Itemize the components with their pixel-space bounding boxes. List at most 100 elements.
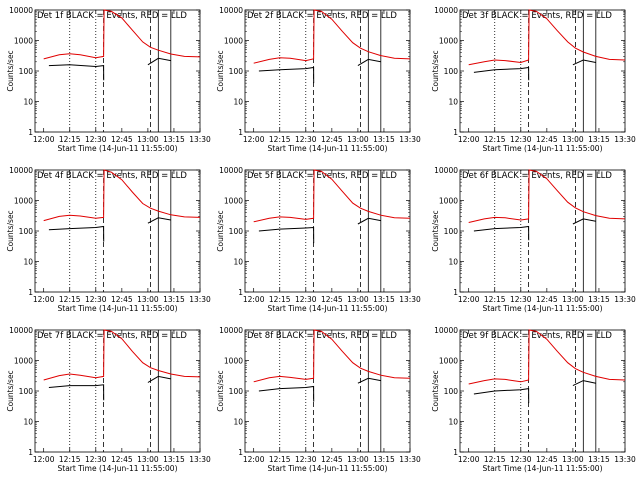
lld-series-line — [43, 329, 201, 381]
y-tick-label: 10 — [448, 418, 458, 427]
y-axis-title: Counts/sec — [431, 210, 440, 251]
y-tick-label: 10 — [448, 258, 458, 267]
x-tick-label: 13:30 — [399, 455, 421, 464]
y-tick-label: 1 — [453, 288, 458, 297]
lld-series-line — [468, 9, 626, 66]
y-tick-label: 1000 — [439, 37, 458, 46]
y-tick-label: 1 — [28, 128, 33, 137]
events-series-line — [48, 375, 171, 401]
x-tick-label: 13:30 — [189, 295, 211, 304]
y-tick-label: 1000 — [439, 357, 458, 366]
x-tick-label: 13:00 — [562, 455, 584, 464]
events-series-line — [473, 380, 596, 404]
x-tick-label: 12:15 — [59, 455, 81, 464]
x-tick-label: 12:30 — [85, 455, 107, 464]
x-tick-label: 12:30 — [85, 295, 107, 304]
y-tick-label: 100 — [19, 387, 34, 396]
x-tick-label: 13:15 — [163, 455, 185, 464]
chart-panel: Det 3f BLACK = Events, RED = LLD 1 10 100 10… — [431, 6, 636, 153]
chart-title: Det 9f BLACK = Events, RED = LLD — [462, 331, 612, 341]
x-tick-label: 13:15 — [163, 295, 185, 304]
x-tick-label: 13:00 — [347, 295, 369, 304]
chart-panel: Det 4f BLACK = Events, RED = LLD 1 10 100 10… — [6, 166, 211, 313]
y-tick-label: 1000 — [14, 357, 33, 366]
x-tick-label: 12:45 — [321, 295, 343, 304]
x-axis-title: Start Time (14-Jun-11 11:55:00) — [58, 144, 178, 153]
y-tick-label: 1 — [238, 448, 243, 457]
chart-title: Det 4f BLACK = Events, RED = LLD — [37, 171, 187, 181]
x-tick-label: 13:15 — [373, 455, 395, 464]
chart-panel: Det 2f BLACK = Events, RED = LLD 1 10 100 10… — [216, 6, 421, 153]
y-tick-label: 1 — [28, 448, 33, 457]
x-axis-title: Start Time (14-Jun-11 11:55:00) — [58, 304, 178, 313]
y-tick-label: 10000 — [219, 326, 243, 335]
plot-frame — [244, 9, 411, 133]
x-tick-label: 12:00 — [458, 135, 480, 144]
x-tick-label: 12:15 — [59, 295, 81, 304]
x-tick-label: 12:15 — [59, 135, 81, 144]
y-axis-title: Counts/sec — [216, 210, 225, 251]
x-axis-title: Start Time (14-Jun-11 11:55:00) — [58, 464, 178, 473]
y-tick-label: 1000 — [224, 197, 243, 206]
x-tick-label: 12:15 — [269, 295, 291, 304]
x-tick-label: 12:00 — [458, 295, 480, 304]
y-tick-label: 10000 — [219, 166, 243, 175]
chart-panel: Det 7f BLACK = Events, RED = LLD 1 10 100 10… — [6, 326, 211, 473]
chart-title: Det 1f BLACK = Events, RED = LLD — [37, 11, 187, 21]
y-tick-label: 10 — [233, 98, 243, 107]
y-tick-label: 10 — [448, 98, 458, 107]
y-axis-title: Counts/sec — [6, 50, 15, 91]
y-tick-label: 10 — [23, 98, 33, 107]
plot-frame — [34, 169, 201, 293]
chart-title: Det 3f BLACK = Events, RED = LLD — [462, 11, 612, 21]
chart-panel: Det 6f BLACK = Events, RED = LLD 1 10 100 10… — [431, 166, 636, 313]
y-tick-label: 10000 — [434, 326, 458, 335]
plot-frame — [34, 9, 201, 133]
chart-title: Det 7f BLACK = Events, RED = LLD — [37, 331, 187, 341]
x-tick-label: 12:45 — [321, 135, 343, 144]
x-tick-label: 12:00 — [33, 455, 55, 464]
x-tick-label: 13:00 — [562, 295, 584, 304]
x-tick-label: 12:45 — [111, 135, 133, 144]
y-tick-label: 100 — [229, 387, 244, 396]
y-tick-label: 10 — [23, 258, 33, 267]
x-tick-label: 13:15 — [588, 295, 610, 304]
chart-title: Det 6f BLACK = Events, RED = LLD — [462, 171, 612, 181]
x-axis-title: Start Time (14-Jun-11 11:55:00) — [483, 144, 603, 153]
events-series-line — [258, 377, 381, 402]
x-tick-label: 13:30 — [614, 455, 636, 464]
x-tick-label: 12:15 — [269, 455, 291, 464]
x-tick-label: 12:45 — [536, 295, 558, 304]
x-tick-label: 12:30 — [510, 295, 532, 304]
x-tick-label: 12:45 — [536, 455, 558, 464]
x-tick-label: 13:15 — [588, 135, 610, 144]
x-axis-title: Start Time (14-Jun-11 11:55:00) — [483, 464, 603, 473]
x-axis-title: Start Time (14-Jun-11 11:55:00) — [483, 304, 603, 313]
x-tick-label: 13:00 — [137, 455, 159, 464]
plot-frame — [459, 169, 626, 293]
x-tick-label: 13:00 — [137, 135, 159, 144]
events-series-line — [258, 217, 381, 244]
x-tick-label: 12:30 — [85, 135, 107, 144]
events-series-line — [48, 217, 171, 242]
x-tick-label: 12:45 — [111, 295, 133, 304]
y-tick-label: 10000 — [434, 166, 458, 175]
x-tick-label: 12:30 — [510, 135, 532, 144]
x-tick-label: 12:15 — [269, 135, 291, 144]
y-tick-label: 1000 — [14, 197, 33, 206]
x-tick-label: 12:00 — [243, 455, 265, 464]
chart-panel: Det 8f BLACK = Events, RED = LLD 1 10 100 10… — [216, 326, 421, 473]
y-tick-label: 100 — [444, 387, 459, 396]
x-tick-label: 13:15 — [588, 455, 610, 464]
y-tick-label: 10000 — [9, 166, 33, 175]
plot-frame — [244, 329, 411, 453]
y-tick-label: 10 — [23, 418, 33, 427]
lld-series-line — [253, 9, 411, 64]
y-tick-label: 1000 — [14, 37, 33, 46]
x-tick-label: 12:30 — [295, 295, 317, 304]
x-tick-label: 12:30 — [295, 455, 317, 464]
x-tick-label: 12:15 — [484, 455, 506, 464]
lld-series-line — [43, 169, 201, 222]
y-tick-label: 10000 — [434, 6, 458, 15]
lld-series-line — [253, 329, 411, 383]
